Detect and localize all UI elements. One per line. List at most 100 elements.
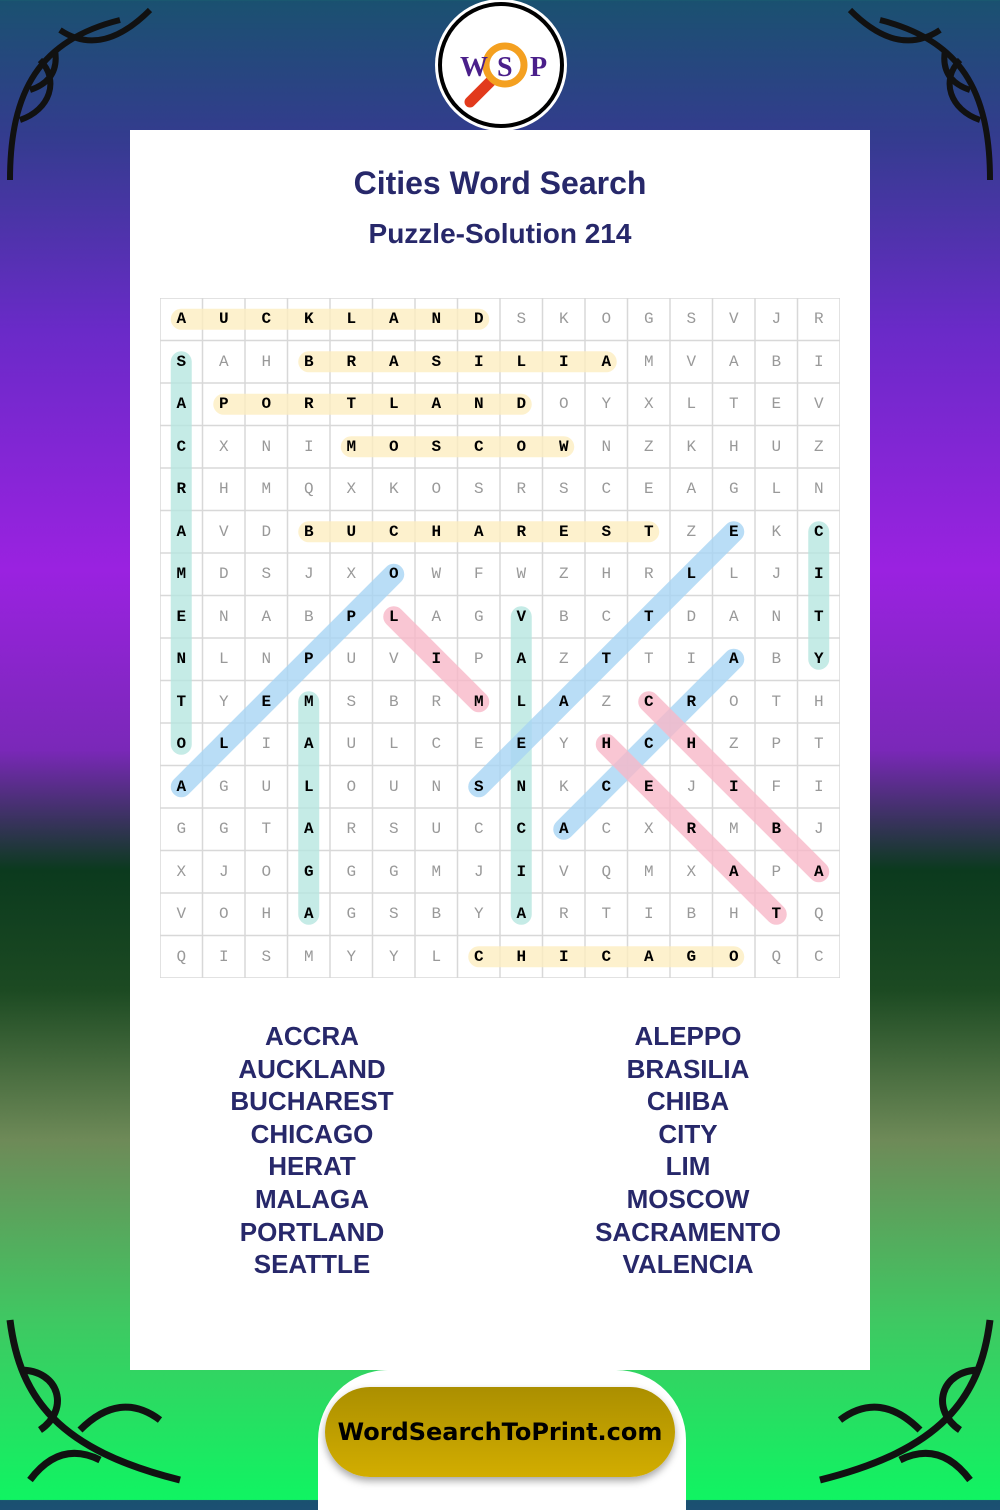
grid-cell[interactable]: E [728,522,739,541]
grid-cell[interactable]: W [558,437,569,456]
grid-cell[interactable]: Z [601,692,612,711]
grid-cell[interactable]: Z [558,565,569,584]
grid-cell[interactable]: X [176,862,187,881]
grid-cell[interactable]: P [218,395,229,414]
site-logo[interactable]: W S P [438,2,564,128]
site-link-button[interactable]: WordSearchToPrint.com [325,1387,675,1477]
grid-cell[interactable]: A [218,352,229,371]
grid-cell[interactable]: R [346,820,357,839]
grid-cell[interactable]: A [303,905,314,924]
grid-cell[interactable]: C [601,607,612,626]
grid-cell[interactable]: A [558,692,569,711]
grid-cell[interactable]: Y [473,905,484,924]
grid-cell[interactable]: C [431,735,442,754]
grid-cell[interactable]: H [261,905,272,924]
grid-cell[interactable]: H [261,352,272,371]
grid-cell[interactable]: Y [601,395,612,414]
grid-cell[interactable]: E [771,395,782,414]
grid-cell[interactable]: O [176,735,187,754]
grid-cell[interactable]: L [388,735,399,754]
grid-cell[interactable]: S [686,310,697,329]
grid-cell[interactable]: O [388,437,399,456]
grid-cell[interactable]: A [558,820,569,839]
grid-cell[interactable]: C [261,310,272,329]
grid-cell[interactable]: J [813,820,824,839]
grid-cell[interactable]: I [558,947,569,966]
grid-cell[interactable]: L [686,565,697,584]
grid-cell[interactable]: R [516,522,527,541]
grid-cell[interactable]: D [218,565,229,584]
grid-cell[interactable]: Z [813,437,824,456]
grid-cell[interactable]: G [686,947,697,966]
grid-cell[interactable]: Q [771,947,782,966]
grid-cell[interactable]: H [728,905,739,924]
grid-cell[interactable]: T [771,905,782,924]
grid-cell[interactable]: U [346,522,357,541]
grid-cell[interactable]: I [431,650,442,669]
grid-cell[interactable]: P [473,650,484,669]
grid-cell[interactable]: N [176,650,187,669]
grid-cell[interactable]: A [686,480,697,499]
grid-cell[interactable]: U [346,735,357,754]
grid-cell[interactable]: F [473,565,484,584]
grid-cell[interactable]: N [473,395,484,414]
grid-cell[interactable]: A [388,310,399,329]
grid-cell[interactable]: Q [176,947,187,966]
grid-cell[interactable]: X [643,820,654,839]
grid-cell[interactable]: J [473,862,484,881]
grid-cell[interactable]: R [346,352,357,371]
grid-cell[interactable]: R [686,820,697,839]
grid-cell[interactable]: V [813,395,824,414]
grid-cell[interactable]: N [771,607,782,626]
grid-cell[interactable]: S [516,310,527,329]
grid-cell[interactable]: H [601,735,612,754]
grid-cell[interactable]: T [601,650,612,669]
grid-cell[interactable]: N [516,777,527,796]
grid-cell[interactable]: E [643,480,654,499]
grid-cell[interactable]: F [771,777,782,796]
grid-cell[interactable]: T [261,820,272,839]
grid-cell[interactable]: M [728,820,739,839]
grid-cell[interactable]: I [473,352,484,371]
grid-cell[interactable]: A [303,820,314,839]
grid-cell[interactable]: I [261,735,272,754]
grid-cell[interactable]: K [558,777,569,796]
grid-cell[interactable]: E [643,777,654,796]
grid-cell[interactable]: S [388,820,399,839]
grid-cell[interactable]: H [601,565,612,584]
grid-cell[interactable]: J [686,777,697,796]
grid-cell[interactable]: E [516,735,527,754]
grid-cell[interactable]: H [813,692,824,711]
grid-cell[interactable]: N [261,437,272,456]
grid-cell[interactable]: O [346,777,357,796]
grid-cell[interactable]: N [431,310,442,329]
grid-cell[interactable]: A [728,650,739,669]
grid-cell[interactable]: L [771,480,782,499]
grid-cell[interactable]: T [643,650,654,669]
grid-cell[interactable]: V [558,862,569,881]
grid-cell[interactable]: L [218,735,229,754]
grid-cell[interactable]: G [218,777,229,796]
grid-cell[interactable]: U [431,820,442,839]
grid-cell[interactable]: B [388,692,399,711]
grid-cell[interactable]: U [771,437,782,456]
grid-cell[interactable]: O [728,947,739,966]
grid-cell[interactable]: I [303,437,314,456]
grid-cell[interactable]: V [728,310,739,329]
grid-cell[interactable]: C [601,777,612,796]
grid-cell[interactable]: A [431,395,442,414]
grid-cell[interactable]: O [728,692,739,711]
grid-cell[interactable]: R [303,395,314,414]
grid-cell[interactable]: Q [601,862,612,881]
grid-cell[interactable]: K [388,480,399,499]
grid-cell[interactable]: T [643,522,654,541]
grid-cell[interactable]: H [728,437,739,456]
grid-cell[interactable]: G [346,862,357,881]
grid-cell[interactable]: I [813,777,824,796]
grid-cell[interactable]: A [176,395,187,414]
grid-cell[interactable]: L [728,565,739,584]
grid-cell[interactable]: T [176,692,187,711]
grid-cell[interactable]: L [516,352,527,371]
grid-cell[interactable]: A [728,352,739,371]
grid-cell[interactable]: I [686,650,697,669]
